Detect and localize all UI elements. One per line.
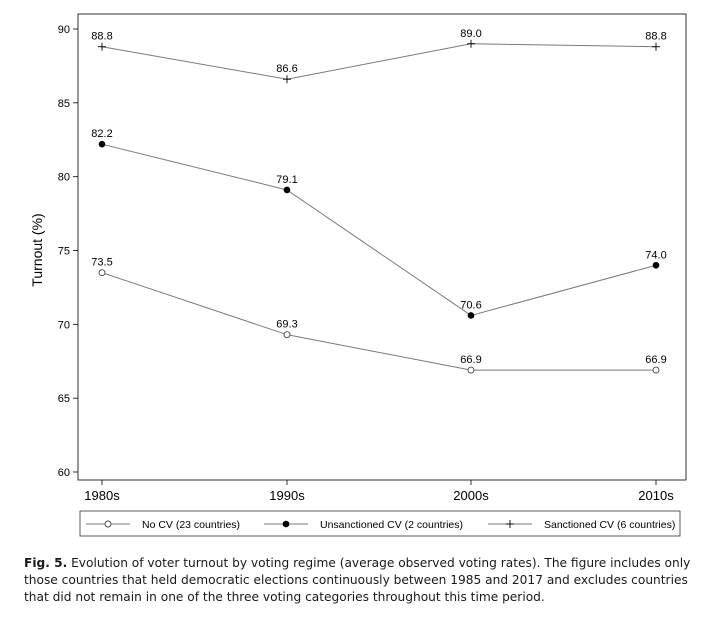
legend-label: No CV (23 countries) — [142, 519, 240, 531]
legend-box — [79, 510, 681, 537]
series-layer: 73.5 69.3 66.9 66.9 82.2 79.1 70.6 74.0 88.8 86.6… — [91, 28, 667, 374]
legend-item-3: Sanctioned CV (6 countries) — [488, 519, 675, 531]
data-point-filled — [652, 261, 660, 269]
y-tick-label: 70 — [58, 319, 70, 331]
series-line — [101, 143, 657, 317]
data-point-plus — [467, 39, 475, 48]
legend: No CV (23 countries) Unsanctioned CV (2 c… — [79, 510, 681, 537]
legend-item-1: No CV (23 countries) — [86, 519, 240, 531]
data-point-filled — [467, 312, 475, 319]
y-tick-label: 85 — [58, 98, 70, 110]
data-point-filled — [282, 520, 290, 528]
y-axis-label: Turnout (%) — [29, 213, 45, 286]
y-tick-label: 75 — [58, 246, 70, 258]
data-point-hollow — [652, 366, 660, 374]
data-point-plus — [98, 42, 106, 51]
legend-item-2: Unsanctioned CV (2 countries) — [264, 519, 463, 531]
data-label: 88.8 — [91, 31, 112, 43]
data-point-filled — [98, 140, 106, 148]
caption-label: Fig. 5. — [24, 556, 68, 570]
y-tick-label: 80 — [58, 172, 70, 184]
data-label: 66.9 — [460, 354, 481, 366]
y-axis: 60 65 70 75 80 85 90 — [58, 24, 78, 479]
y-tick-label: 90 — [58, 24, 70, 36]
data-label: 69.3 — [276, 319, 297, 331]
turnout-line-chart: 60 65 70 75 80 85 90 1980s 1990s 2000s 2010s Turn… — [29, 13, 687, 537]
x-tick-label: 2010s — [638, 488, 674, 503]
data-point-plus — [506, 520, 514, 528]
data-point-hollow — [467, 366, 475, 374]
x-tick-label: 1980s — [84, 488, 120, 503]
data-point-plus — [652, 42, 660, 51]
y-tick-label: 60 — [58, 467, 70, 479]
series-3: 88.8 86.6 89.0 88.8 — [91, 28, 667, 84]
y-tick-label: 65 — [58, 393, 70, 405]
data-point-filled — [283, 186, 291, 194]
figure-caption: Fig. 5. Evolution of voter turnout by vo… — [24, 555, 692, 606]
caption-text: Evolution of voter turnout by voting reg… — [24, 556, 691, 604]
data-point-hollow — [104, 520, 112, 528]
data-label: 88.8 — [645, 31, 666, 43]
data-label: 70.6 — [460, 299, 481, 311]
data-point-plus — [283, 75, 291, 84]
series-2: 82.2 79.1 70.6 74.0 — [91, 128, 667, 319]
data-point-hollow — [98, 269, 106, 277]
data-label: 74.0 — [645, 249, 666, 261]
x-tick-label: 1990s — [269, 488, 305, 503]
data-label: 73.5 — [91, 257, 112, 269]
data-label: 79.1 — [276, 174, 297, 186]
series-1: 73.5 69.3 66.9 66.9 — [91, 257, 667, 374]
data-label: 66.9 — [645, 354, 666, 366]
x-tick-label: 2000s — [453, 488, 489, 503]
legend-label: Unsanctioned CV (2 countries) — [320, 519, 463, 531]
data-label: 86.6 — [276, 63, 297, 75]
data-point-hollow — [283, 331, 291, 339]
series-line — [101, 43, 657, 80]
data-label: 89.0 — [460, 28, 481, 40]
plot-frame — [77, 13, 687, 481]
series-line — [101, 272, 656, 371]
x-axis: 1980s 1990s 2000s 2010s — [84, 480, 674, 503]
data-label: 82.2 — [91, 128, 112, 140]
legend-label: Sanctioned CV (6 countries) — [544, 519, 675, 531]
